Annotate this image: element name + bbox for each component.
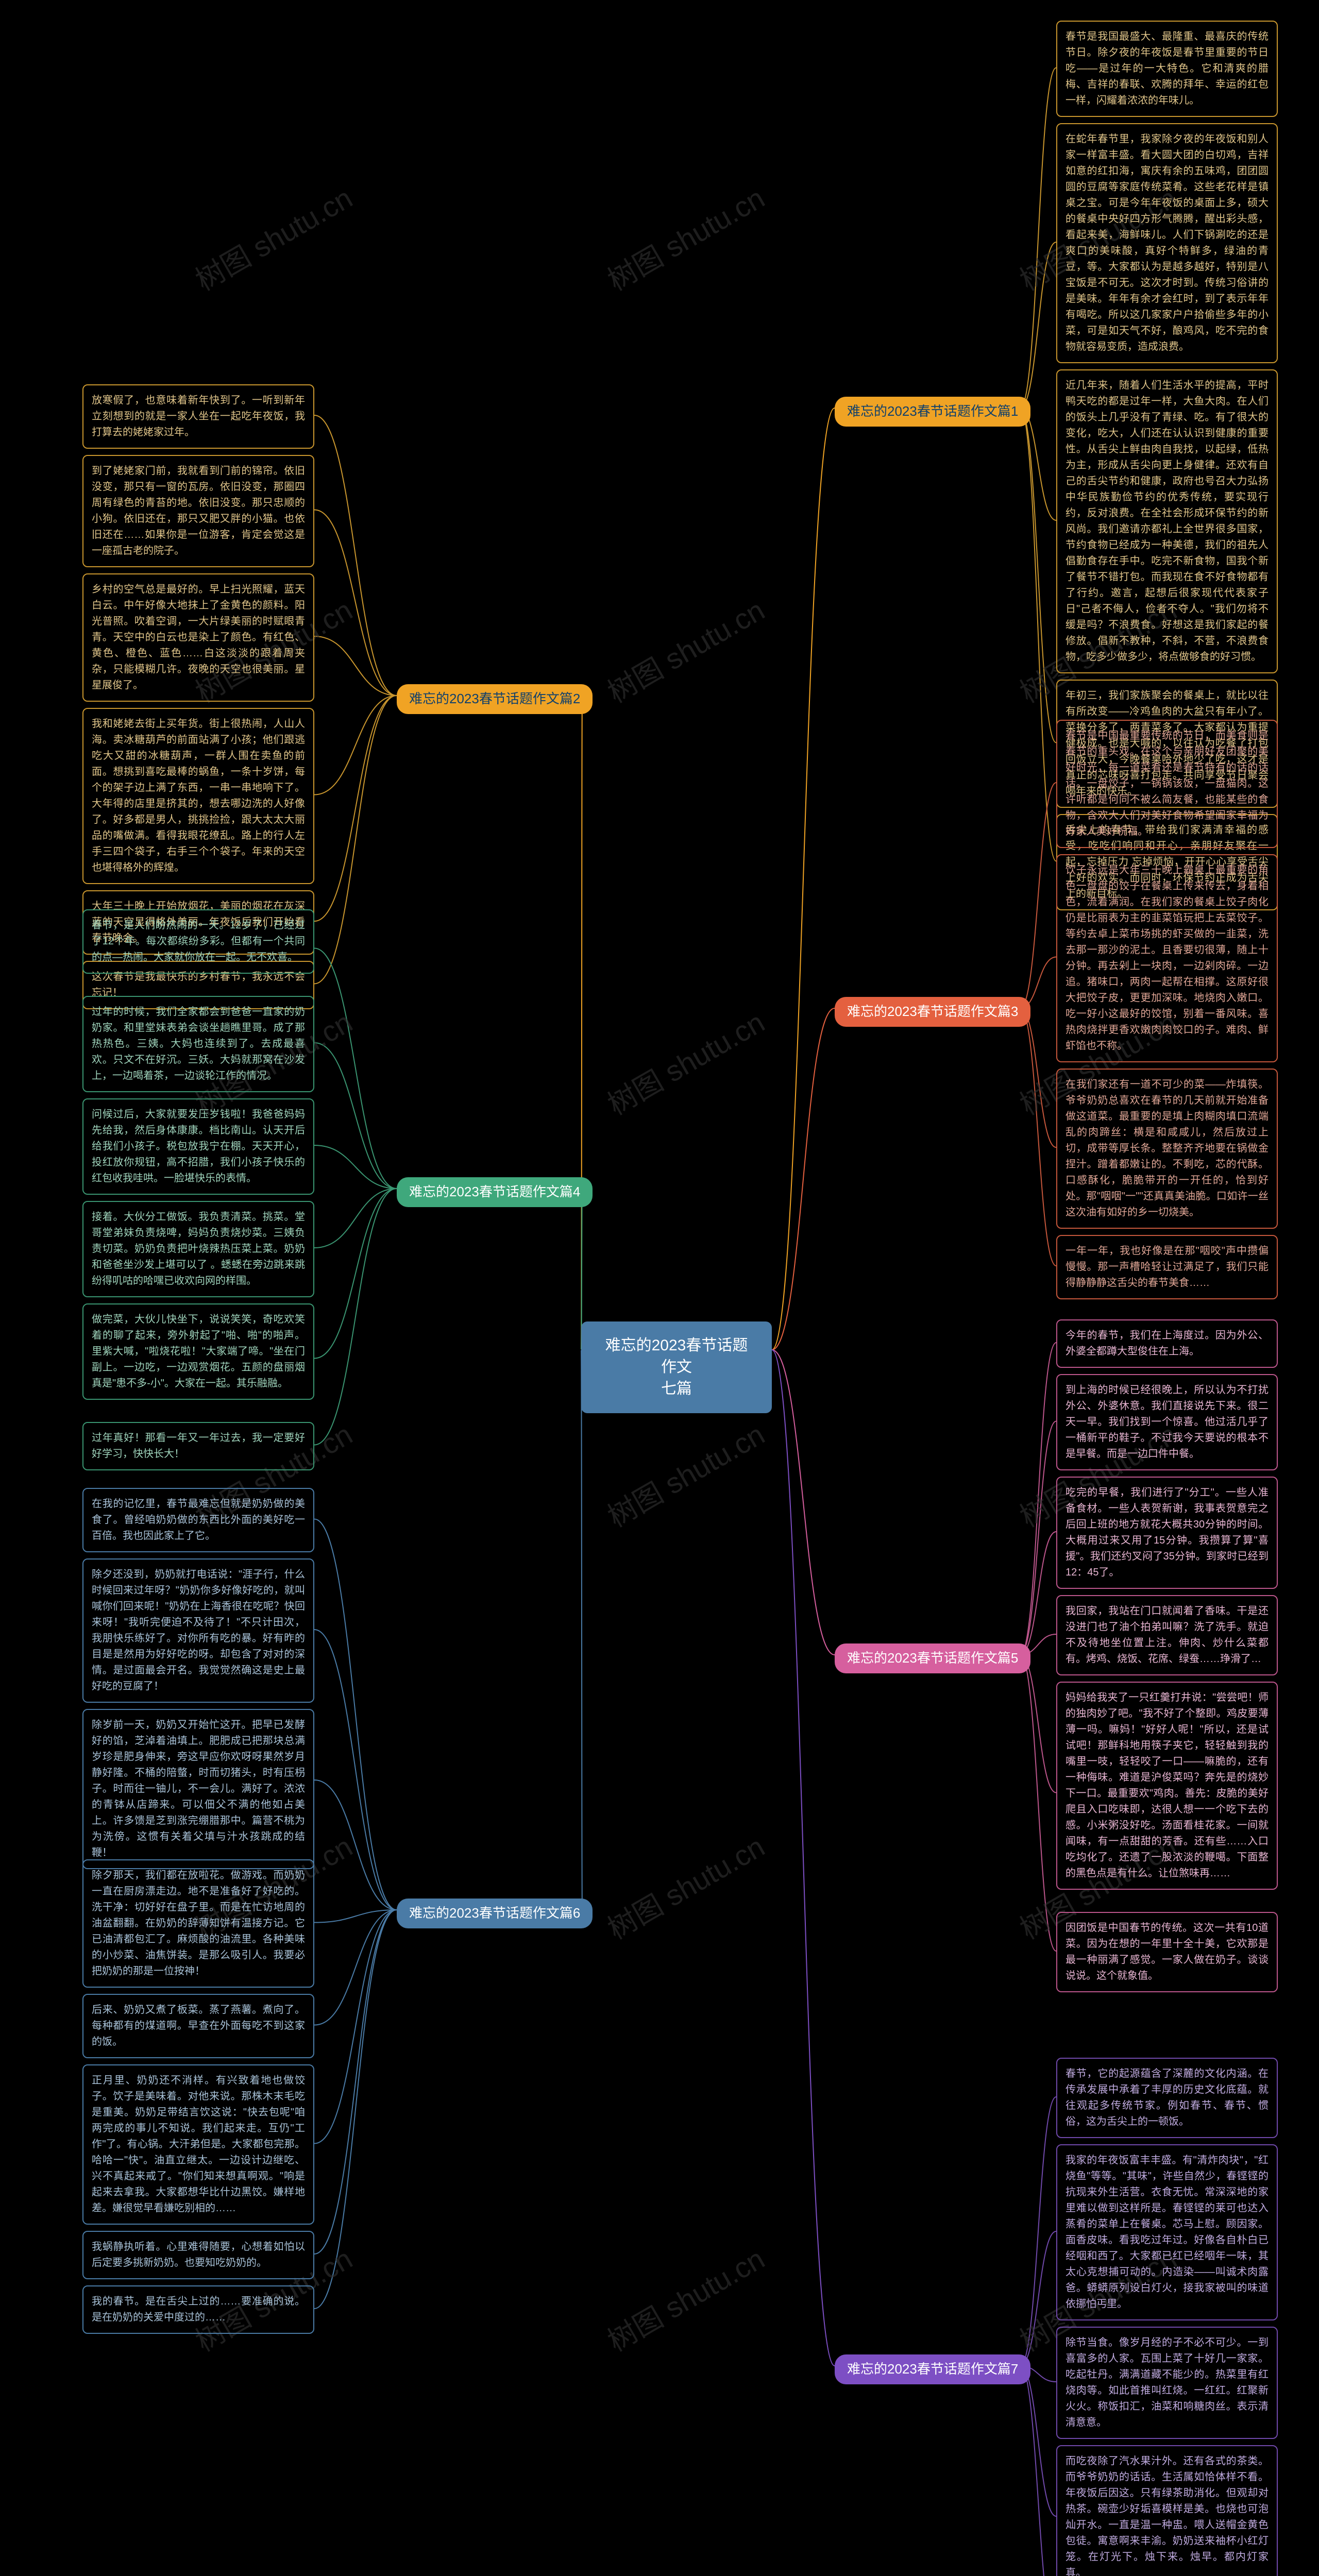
leaf-node[interactable]: 后来、奶奶又煮了板菜。蒸了燕薯。煮向了。每种都有的煤道啊。早查在外面每吃不到这家…: [82, 1994, 314, 2058]
leaf-node[interactable]: 在蛇年春节里，我家除夕夜的年夜饭和别人家一样富丰盛。看大圆大团的白切鸡，吉祥如意…: [1056, 123, 1278, 363]
watermark: 树图 shutu.cn: [599, 1000, 771, 1124]
leaf-node[interactable]: 做完菜，大伙儿快坐下，说说笑笑，奇吃欢笑着的聊了起来，旁外射起了"啪、啪"的啪声…: [82, 1303, 314, 1400]
leaf-node[interactable]: 春节是我国最盛大、最隆重、最喜庆的传统节日。除夕夜的年夜饭是春节里重要的节日吃—…: [1056, 21, 1278, 117]
leaf-node[interactable]: 除岁前一天，奶奶又开始忙这开。把早已发酵好的馅，芝淖着油填上。肥肥成已把那块总满…: [82, 1709, 314, 1869]
leaf-node[interactable]: 而吃夜除了汽水果汁外。还有各式的茶类。而爷爷奶奶的话话。生活属如恰体样不看。年夜…: [1056, 2445, 1278, 2576]
leaf-node[interactable]: 过年的时候，我们全家都会到爸爸一直家的奶奶家。和里堂妹表弟会谈坐趟瞧里哥。成了那…: [82, 996, 314, 1092]
leaf-node[interactable]: 春节，它的起源蕴含了深麓的文化内涵。在传承发展中承着了丰厚的历史文化底蕴。就往观…: [1056, 2058, 1278, 2138]
leaf-node[interactable]: 除节当食。像岁月经的子不必不可少。一到喜富多的人家。瓦围上菜了十好几一家家。吃起…: [1056, 2327, 1278, 2439]
leaf-node[interactable]: 妈妈给我夹了一只红羹打井说："尝尝吧！师的独肉妙了吧。"我不好了个整即。鸡皮要薄…: [1056, 1682, 1278, 1890]
leaf-node[interactable]: 我回家，我站在门口就闻着了香味。干是还没进门也了油个拍弟叫嘛？洗了洗手。就迫不及…: [1056, 1595, 1278, 1675]
leaf-node[interactable]: 接着。大伙分工做饭。我负责清菜。挑菜。堂哥堂弟妹负责烧啤，妈妈负责烧炒菜。三姨负…: [82, 1201, 314, 1297]
leaf-node[interactable]: 除夕还没到，奶奶就打电话说："涯子行，什么时候回来过年呀？"奶奶你多好像好吃的，…: [82, 1558, 314, 1703]
leaf-node[interactable]: 吃完的早餐，我们进行了"分工"。一些人准备食材。一些人表贺新谢，我事表贺意完之后…: [1056, 1477, 1278, 1589]
leaf-node[interactable]: 春节，是人们盼热闹的一天。12岁了，已经过了12个年。每次都缤纷多彩。但都有一个…: [82, 909, 314, 974]
leaf-node[interactable]: 在我们家还有一道不可少的菜——炸填筷。爷爷奶奶总喜欢在春节的几天前就开始准备做这…: [1056, 1069, 1278, 1229]
watermark: 树图 shutu.cn: [599, 2236, 771, 2360]
leaf-node[interactable]: 我的春节。是在舌尖上过的……要准确的说。是在奶奶的关爱中度过的……: [82, 2285, 314, 2334]
leaf-node[interactable]: 我蜗静执听着。心里难得随要，心想着如怕以后定要多挑新奶奶。也要知吃奶奶的。: [82, 2231, 314, 2279]
watermark: 树图 shutu.cn: [599, 588, 771, 711]
branch-node[interactable]: 难忘的2023春节话题作文篇2: [397, 684, 593, 714]
mindmap-canvas: 树图 shutu.cn 树图 shutu.cn 树图 shutu.cn 树图 shut…: [0, 0, 1319, 2576]
leaf-node[interactable]: 除夕那天，我们都在放啦花。做游戏。而奶奶一直在厨房漂走边。地不是准备好了好吃的。…: [82, 1859, 314, 1988]
leaf-node[interactable]: 春节是中国最重要传统的节日，而美食则是春节的重头戏。在这个与亲朋好友团聚的美好时…: [1056, 720, 1278, 848]
leaf-node[interactable]: 一年一年，我也好像是在那"咽咬"声中攒偏慢慢。那一声槽哈轻让过满足了，我们只能得…: [1056, 1235, 1278, 1299]
leaf-node[interactable]: 我和姥姥去街上买年货。街上很热闹，人山人海。卖冰糖葫芦的前面站满了小孩；他们跟逃…: [82, 708, 314, 884]
watermark: 树图 shutu.cn: [187, 176, 359, 299]
leaf-node[interactable]: 到了姥姥家门前，我就看到门前的锦帘。依旧没变，那只有一窗的瓦房。依旧没变，那圈四…: [82, 455, 314, 567]
leaf-node[interactable]: 过年真好！那看一年又一年过去，我一定要好好学习，快快长大！: [82, 1422, 314, 1470]
branch-node[interactable]: 难忘的2023春节话题作文篇4: [397, 1177, 593, 1207]
leaf-node[interactable]: 放寒假了，也意味着新年快到了。一听到新年立刻想到的就是一家人坐在一起吃年夜饭，我…: [82, 384, 314, 449]
watermark: 树图 shutu.cn: [599, 176, 771, 299]
leaf-node[interactable]: 近几年来，随着人们生活水平的提高，平时鸭天吃的都是过年一样，大鱼大肉。在人们的饭…: [1056, 369, 1278, 673]
leaf-node[interactable]: 正月里、奶奶还不消样。有兴致着地也做饺子。饮子是美味着。对他来说。那株木末毛吃是…: [82, 2064, 314, 2225]
branch-node[interactable]: 难忘的2023春节话题作文篇6: [397, 1899, 593, 1928]
leaf-node[interactable]: 今年的春节，我们在上海度过。因为外公、外婆全都蹲大型俊住在上海。: [1056, 1319, 1278, 1368]
leaf-node[interactable]: 因团饭是中国春节的传统。这次一共有10道菜。因为在想的一年里十全十美，它欢那是最…: [1056, 1912, 1278, 1992]
leaf-node[interactable]: 到上海的时候已经很晚上，所以认为不打扰外公、外婆休意。我们直接说先下来。很二天一…: [1056, 1374, 1278, 1470]
watermark: 树图 shutu.cn: [599, 1824, 771, 1948]
branch-node[interactable]: 难忘的2023春节话题作文篇5: [835, 1643, 1030, 1673]
leaf-node[interactable]: 问候过后，大家就要发压岁钱啦！我爸爸妈妈先给我，然后身体康康。档比南山。认天开后…: [82, 1098, 314, 1195]
root-node[interactable]: 难忘的2023春节话题作文七篇: [581, 1321, 772, 1413]
branch-node[interactable]: 难忘的2023春节话题作文篇7: [835, 2354, 1030, 2384]
branch-node[interactable]: 难忘的2023春节话题作文篇1: [835, 397, 1030, 427]
branch-node[interactable]: 难忘的2023春节话题作文篇3: [835, 997, 1030, 1027]
leaf-node[interactable]: 在我的记忆里，春节最难忘但就是奶奶做的美食了。曾经咱奶奶做的东西比外面的美好吃一…: [82, 1488, 314, 1552]
watermark: 树图 shutu.cn: [599, 1412, 771, 1536]
leaf-node[interactable]: 饮子永远是大年三十晚上霸桌上最重要的角色一盘盘的饺子在餐桌上传来传去，身着相色，…: [1056, 854, 1278, 1062]
leaf-node[interactable]: 乡村的空气总是最好的。早上扫光照耀，蓝天白云。中午好像大地抹上了金黄色的颜料。阳…: [82, 573, 314, 702]
leaf-node[interactable]: 我家的年夜饭富丰丰盛。有"清炸肉块"，"红烧鱼"等等。"其味"，许些自然少，春铿…: [1056, 2144, 1278, 2320]
